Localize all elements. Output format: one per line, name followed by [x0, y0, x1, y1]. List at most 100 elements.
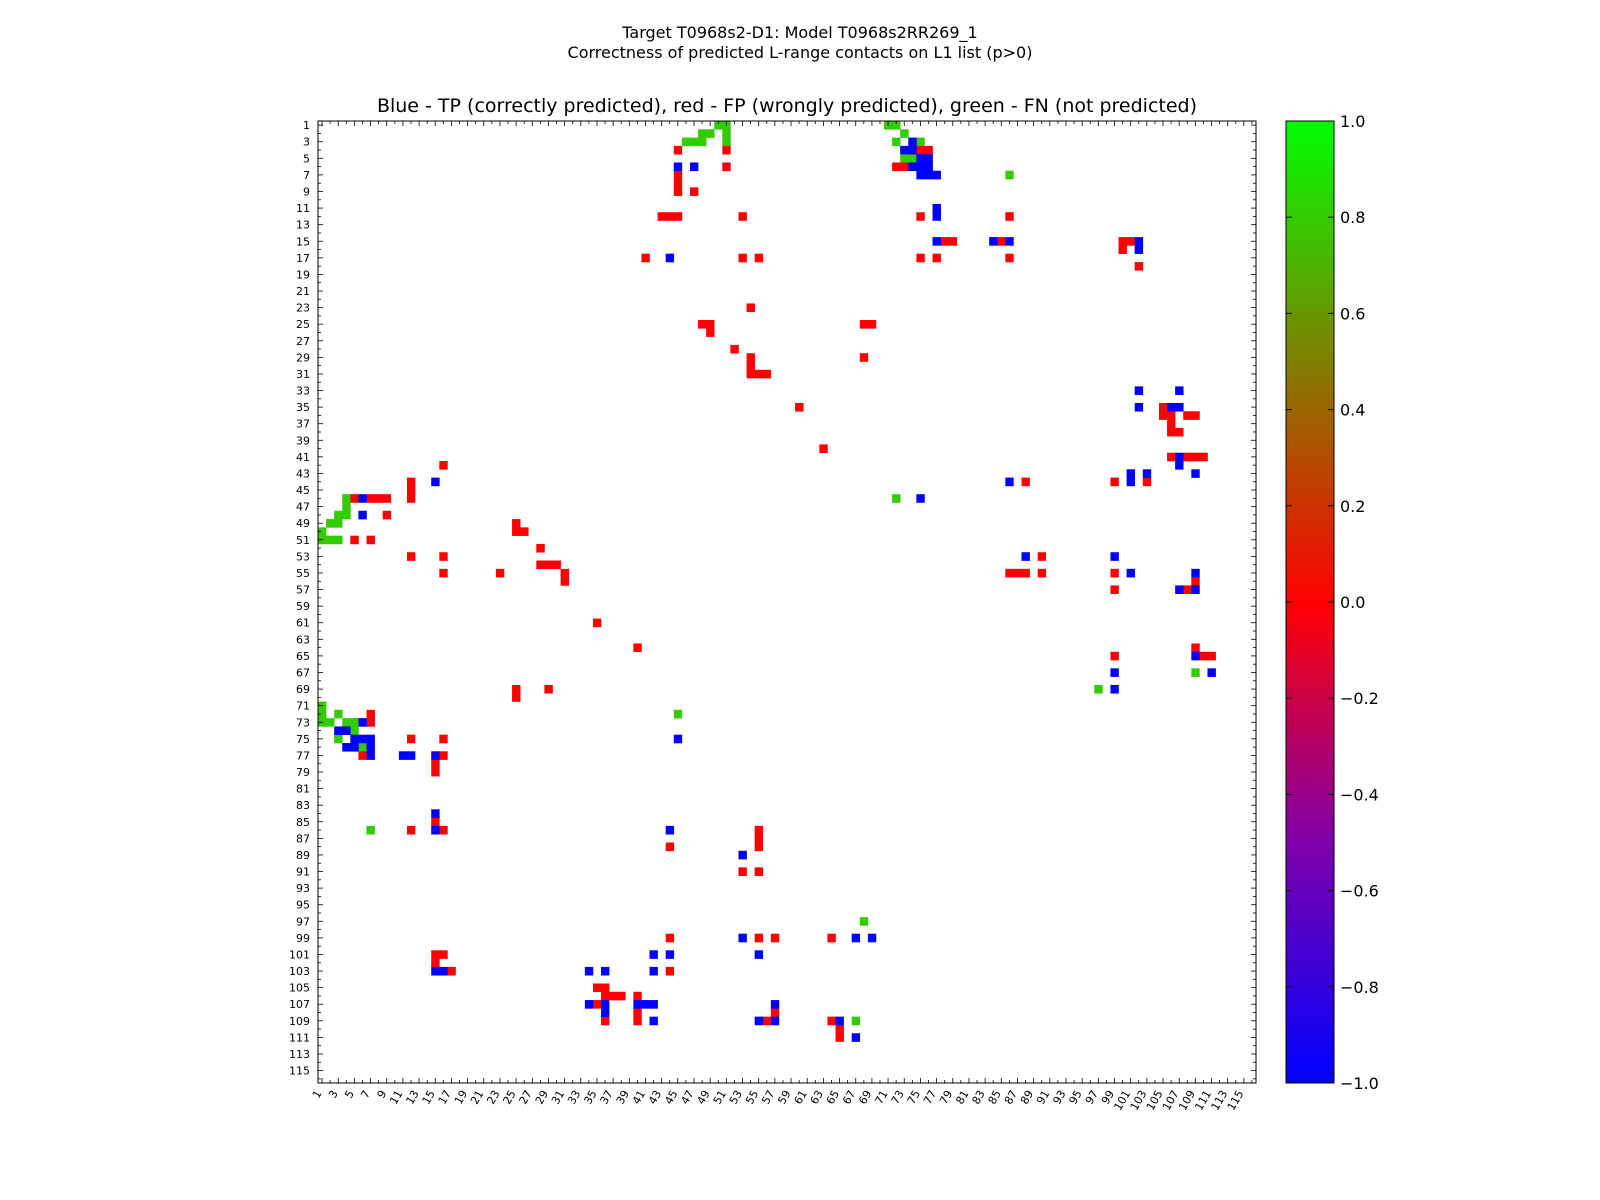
contact-cell-tp [1134, 402, 1144, 412]
contact-cell-fp [1199, 651, 1208, 661]
contact-cell-fp [827, 1016, 836, 1026]
contact-cell-tp [649, 950, 658, 959]
contact-cell-fp [738, 867, 747, 876]
contact-cell-fp [762, 1016, 772, 1026]
x-tick-label: 49 [695, 1088, 713, 1107]
contact-cell-fp [1183, 585, 1192, 594]
x-tick-label: 87 [1002, 1088, 1020, 1107]
contact-cell-tp [431, 825, 440, 835]
contact-cell-fp [592, 983, 602, 993]
contact-cell-tp [665, 950, 675, 959]
x-tick-label: 59 [775, 1088, 793, 1107]
contact-cell-fp [374, 494, 383, 503]
y-tick-label: 29 [296, 351, 310, 364]
contact-cell-tp [867, 933, 877, 943]
contact-cell-tp [916, 170, 925, 180]
y-tick-label: 21 [296, 285, 310, 298]
y-tick-label: 69 [296, 683, 310, 696]
x-tick-label: 91 [1034, 1088, 1052, 1107]
contact-cell-fp [617, 991, 626, 1001]
contact-cell-fp [916, 212, 925, 221]
contact-cell-fn [334, 510, 343, 520]
contact-cell-fp [1005, 253, 1014, 263]
y-tick-label: 27 [296, 335, 310, 348]
contact-cell-tp [601, 966, 610, 976]
contact-cell-fp [1191, 643, 1200, 653]
contact-cell-fp [665, 966, 675, 976]
y-tick-label: 55 [296, 567, 310, 580]
y-tick-label: 95 [296, 899, 310, 912]
x-tick-label: 77 [921, 1088, 939, 1107]
y-tick-label: 85 [296, 816, 310, 829]
contact-cell-fp [1142, 477, 1152, 487]
contact-cell-tp [754, 1016, 764, 1026]
y-tick-label: 87 [296, 832, 310, 845]
contact-cell-fp [350, 494, 359, 503]
contact-cell-fp [592, 618, 602, 628]
contact-cell-fp [431, 767, 440, 777]
figure-title-line1: Target T0968s2-D1: Model T0968s2RR269_1 [621, 23, 977, 43]
contact-cell-fp [754, 842, 764, 852]
contact-cell-fn [892, 494, 901, 503]
contact-cell-fp [1110, 477, 1119, 487]
y-tick-label: 101 [289, 948, 310, 961]
contact-cell-tp [633, 1000, 642, 1009]
colorbar-tick-label: 0.6 [1340, 304, 1365, 323]
contact-cell-fp [633, 1008, 642, 1017]
y-tick-label: 13 [296, 219, 310, 232]
contact-cell-tp [673, 734, 683, 744]
contact-cell-fp [1183, 411, 1192, 420]
contact-cell-fn [350, 718, 359, 727]
contact-cell-tp [431, 477, 440, 487]
contact-cell-tp [908, 145, 917, 155]
contact-cell-fn [892, 121, 901, 130]
contact-cell-fp [382, 510, 392, 520]
contact-cell-fp [439, 825, 448, 835]
contact-cell-fp [366, 718, 375, 727]
x-axis-ticks: 1 3 5 7 911131517192123252729313335373941434… [310, 121, 1253, 1113]
contact-cell-tp [738, 933, 747, 943]
x-tick-label: 43 [646, 1088, 664, 1107]
contact-cell-tp [1191, 568, 1200, 578]
contact-cell-fp [366, 709, 375, 719]
y-tick-label: 67 [296, 666, 310, 679]
contact-cell-fn [334, 535, 343, 545]
contact-cell-fp [827, 933, 836, 943]
contact-cell-fp [406, 552, 416, 561]
contact-cell-fp [641, 253, 650, 263]
contact-cell-fp [431, 759, 440, 769]
contact-cell-fn [698, 129, 707, 138]
x-tick-label: 47 [678, 1088, 696, 1107]
contact-cell-tp [358, 734, 367, 744]
contact-cell-fn [326, 519, 335, 528]
contact-cell-fp [997, 237, 1006, 246]
contact-cell-tp [924, 170, 933, 180]
contact-cell-fn [698, 137, 707, 147]
contact-cell-fn [342, 718, 351, 727]
x-tick-label: 3 [326, 1088, 341, 1101]
contact-cell-tp [406, 751, 416, 760]
contact-cell-tp [334, 726, 343, 735]
contact-cell-tp [900, 145, 909, 155]
contact-cell-fp [1167, 452, 1176, 462]
contact-cell-fp [552, 560, 561, 570]
contact-cell-tp [835, 1016, 844, 1026]
x-tick-label: 15 [420, 1088, 438, 1107]
y-tick-label: 81 [296, 783, 310, 796]
contact-cell-tp [342, 742, 351, 752]
colorbar-tick-label: 1.0 [1340, 112, 1365, 131]
contact-cell-fn [366, 825, 375, 835]
contact-cell-tp [584, 1000, 594, 1009]
contact-cell-fp [900, 162, 909, 172]
x-tick-label: 65 [824, 1088, 842, 1107]
contact-cell-fp [738, 253, 747, 263]
contact-cell-fp [520, 527, 529, 536]
contact-cell-fn [892, 137, 901, 147]
contact-cell-tp [431, 966, 440, 976]
contact-cell-fp [536, 560, 545, 570]
contact-cell-tp [641, 1000, 650, 1009]
contact-cell-fn [714, 121, 723, 130]
contact-cell-fp [431, 958, 440, 968]
y-tick-label: 3 [303, 136, 310, 149]
